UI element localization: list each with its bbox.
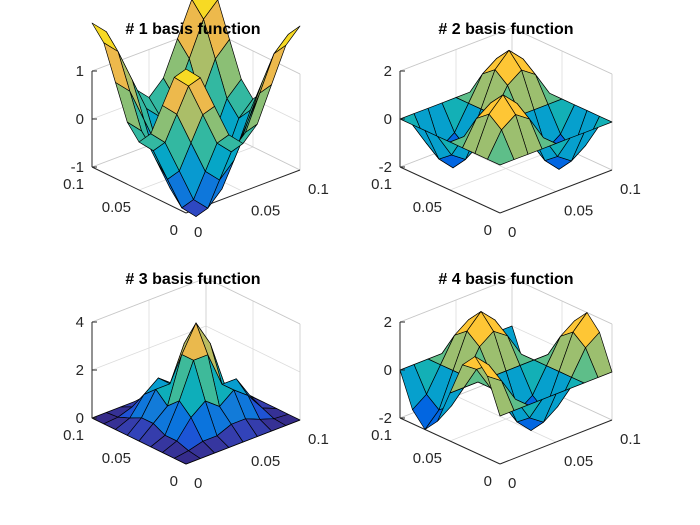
z-tick-label: 0 [384,362,392,379]
x-tick-label: 0 [508,224,516,241]
x-axis-line [499,419,613,465]
tick-labels: -2 0 2 0 0.05 0.1 0 0.05 0.1 [371,314,641,492]
surface [91,0,301,217]
y-tick-label: 0 [170,222,178,239]
y-tick-label: 0 [484,473,492,490]
z-tick-label: 2 [384,63,392,80]
z-tick-label: -1 [71,159,84,176]
tick-labels: -1 0 1 0 0.05 0.1 0 0.05 0.1 [63,63,329,241]
surface [399,49,613,170]
x-tick-label: 0.1 [620,431,641,448]
z-tick-label: -2 [379,159,392,176]
z-tick-label: -2 [379,410,392,427]
y-tick-label: 0.1 [63,176,84,193]
box-edge [399,27,513,72]
x-tick-label: 0.05 [564,203,593,220]
surface [399,311,613,431]
surface-face [259,45,287,94]
y-tick-label: 0.1 [371,427,392,444]
x-tick-label: 0 [194,224,202,241]
box-edge [511,277,613,325]
x-tick-label: 0.1 [308,431,329,448]
y-tick-label: 0.05 [102,450,131,467]
subplot-title: # 2 basis function [438,21,573,38]
y-tick-label: 0.1 [371,176,392,193]
x-tick-label: 0.1 [308,181,329,198]
x-tick-label: 0.05 [251,453,280,470]
subplot-1: -1 0 1 0 0.05 0.1 0 0.05 0.1 # 1 basis function [63,0,329,241]
x-tick-label: 0.05 [564,453,593,470]
z-tick-label: 0 [76,111,84,128]
subplot-2: -2 0 2 0 0.05 0.1 0 0.05 0.1 # 2 basis function [371,21,641,241]
y-tick-label: 0 [170,473,178,490]
box-edge [399,277,513,323]
subplot-title: # 1 basis function [125,21,260,38]
y-tick-label: 0.05 [413,450,442,467]
z-tick-label: 4 [76,314,84,331]
x-tick-label: 0.1 [620,181,641,198]
surface-face [173,450,201,465]
x-tick-label: 0.05 [251,203,280,220]
y-tick-label: 0 [484,222,492,239]
y-tick-label: 0.05 [413,199,442,216]
y-tick-label: 0.05 [102,199,131,216]
tick-labels: -2 0 2 0 0.05 0.1 0 0.05 0.1 [371,63,641,241]
box-edge [91,277,207,323]
x-tick-label: 0 [508,475,516,492]
surface-face [173,68,201,87]
subplot-title: # 3 basis function [125,271,260,288]
surface-face [487,129,515,166]
y-axis-line [399,417,501,465]
z-tick-label: 0 [76,410,84,427]
y-tick-label: 0.1 [63,427,84,444]
box-edge [511,27,613,75]
z-tick-label: 1 [76,63,84,80]
y-axis-line [91,166,187,214]
z-tick-label: 2 [384,314,392,331]
y-axis-line [399,166,501,214]
subplot-4: -2 0 2 0 0.05 0.1 0 0.05 0.1 # 4 basis function [371,271,641,492]
box-edge [205,277,301,325]
surface-face [487,375,515,417]
z-tick-label: 0 [384,111,392,128]
surface-face [273,25,301,55]
z-tick-label: 2 [76,362,84,379]
x-tick-label: 0 [194,475,202,492]
x-axis-line [499,169,613,214]
surface [91,322,301,465]
subplot-title: # 4 basis function [438,271,573,288]
